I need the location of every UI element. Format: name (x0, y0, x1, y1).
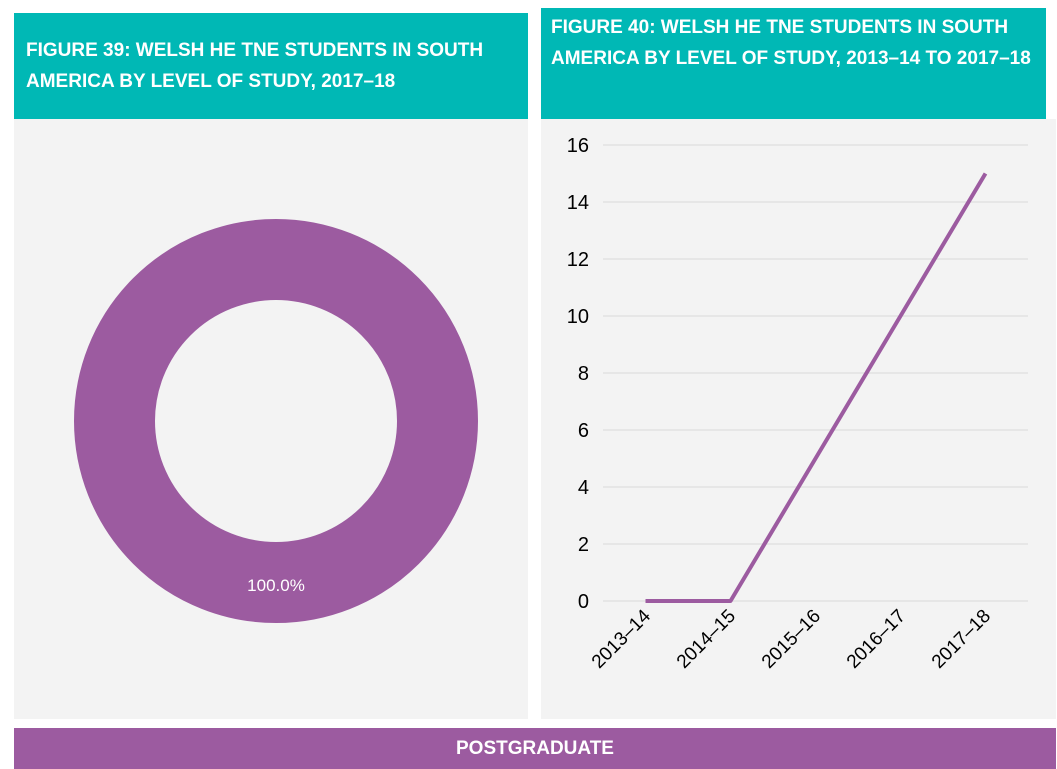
y-tick-label: 16 (567, 135, 589, 157)
x-tick-label: 2014–15 (673, 606, 740, 673)
figure-40-title: FIGURE 40: WELSH HE TNE STUDENTS IN SOUT… (541, 8, 1046, 119)
figure-39-title: FIGURE 39: WELSH HE TNE STUDENTS IN SOUT… (14, 13, 528, 119)
x-tick-label: 2015–16 (758, 606, 825, 673)
donut-slice (74, 219, 478, 623)
y-tick-label: 2 (578, 534, 589, 556)
series-line (645, 172, 988, 603)
line-chart-panel: 0 2 4 6 8 10 12 14 16 2013–14 2014–15 2015–16 2016–… (541, 119, 1056, 719)
postgraduate-banner: POSTGRADUATE (14, 728, 1056, 769)
donut-chart-panel: 100.0% (14, 119, 528, 719)
donut-chart: 100.0% (74, 219, 478, 623)
donut-slice-label: 100.0% (247, 576, 305, 595)
y-tick-label: 14 (567, 192, 589, 214)
line-chart: 0 2 4 6 8 10 12 14 16 2013–14 2014–15 2015–16 2016–… (567, 135, 1028, 673)
x-tick-label: 2017–18 (928, 606, 995, 673)
y-tick-label: 0 (578, 591, 589, 613)
x-tick-label: 2016–17 (843, 606, 910, 673)
x-tick-label: 2013–14 (588, 605, 655, 672)
y-tick-label: 10 (567, 306, 589, 328)
y-tick-label: 6 (578, 420, 589, 442)
y-tick-label: 8 (578, 363, 589, 385)
y-tick-label: 12 (567, 249, 589, 271)
y-tick-label: 4 (578, 477, 589, 499)
